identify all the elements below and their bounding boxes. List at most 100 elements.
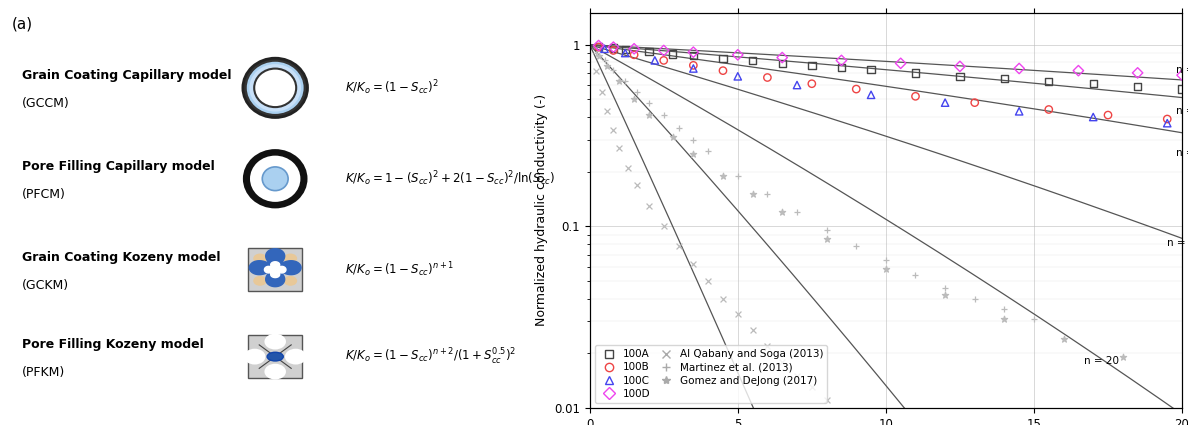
Point bbox=[627, 88, 646, 95]
Point bbox=[1099, 112, 1118, 119]
Point bbox=[788, 209, 807, 215]
Point bbox=[728, 73, 747, 80]
Point bbox=[604, 47, 623, 54]
Point bbox=[699, 147, 718, 154]
Point bbox=[994, 315, 1013, 322]
Point bbox=[663, 134, 682, 141]
Point bbox=[861, 91, 880, 98]
Point bbox=[604, 66, 623, 73]
Point bbox=[936, 99, 955, 106]
Text: (PFKM): (PFKM) bbox=[23, 366, 65, 379]
Point bbox=[1010, 65, 1029, 72]
Text: Pore Filling Kozeny model: Pore Filling Kozeny model bbox=[23, 338, 204, 351]
Point bbox=[906, 93, 925, 100]
Point bbox=[950, 63, 969, 70]
Legend: 100A, 100B, 100C, 100D, Al Qabany and Soga (2013), Martinez et al. (2013), Gomez: 100A, 100B, 100C, 100D, Al Qabany and So… bbox=[595, 345, 828, 403]
Point bbox=[639, 112, 658, 119]
Point bbox=[788, 82, 807, 88]
Point bbox=[1129, 83, 1148, 90]
Point bbox=[684, 49, 703, 56]
Text: (GCCM): (GCCM) bbox=[23, 97, 70, 110]
Point bbox=[758, 191, 777, 198]
Text: $K/K_o = (1 - S_{cc})^{n+2}/(1 + S_{cc}^{0.5})^2$: $K/K_o = (1 - S_{cc})^{n+2}/(1 + S_{cc}^… bbox=[346, 346, 517, 367]
Point bbox=[645, 57, 664, 64]
Point bbox=[589, 52, 608, 59]
Point bbox=[639, 99, 658, 106]
Point bbox=[655, 57, 674, 64]
Point bbox=[1158, 120, 1177, 127]
Point bbox=[684, 151, 703, 158]
Point bbox=[684, 52, 703, 59]
Text: n = 20: n = 20 bbox=[1085, 356, 1119, 366]
Point bbox=[714, 295, 733, 302]
Point bbox=[906, 272, 925, 278]
Text: n = 2: n = 2 bbox=[1176, 106, 1188, 116]
Ellipse shape bbox=[242, 58, 308, 117]
Point bbox=[832, 64, 851, 71]
Point bbox=[609, 144, 628, 151]
Point bbox=[847, 86, 866, 93]
Ellipse shape bbox=[285, 348, 307, 365]
Point bbox=[714, 55, 733, 62]
Point bbox=[655, 47, 674, 54]
Point bbox=[891, 60, 910, 67]
Ellipse shape bbox=[247, 62, 304, 114]
Point bbox=[598, 63, 617, 70]
Point bbox=[609, 78, 628, 85]
Point bbox=[1040, 106, 1059, 113]
Point bbox=[684, 62, 703, 69]
Point bbox=[615, 46, 634, 53]
Ellipse shape bbox=[253, 276, 266, 286]
Point bbox=[772, 209, 791, 215]
Point bbox=[847, 422, 866, 425]
Ellipse shape bbox=[267, 352, 283, 361]
Point bbox=[877, 257, 896, 264]
Text: Pore Filling Capillary model: Pore Filling Capillary model bbox=[23, 160, 215, 173]
Ellipse shape bbox=[284, 276, 297, 286]
Point bbox=[684, 261, 703, 267]
Point bbox=[936, 284, 955, 291]
Text: n = 1: n = 1 bbox=[1176, 65, 1188, 75]
Ellipse shape bbox=[265, 364, 286, 380]
Ellipse shape bbox=[253, 254, 266, 264]
Point bbox=[906, 69, 925, 76]
Text: Grain Coating Kozeny model: Grain Coating Kozeny model bbox=[23, 251, 221, 264]
Point bbox=[772, 60, 791, 67]
Ellipse shape bbox=[263, 167, 289, 190]
Point bbox=[994, 75, 1013, 82]
Point bbox=[861, 66, 880, 73]
Point bbox=[669, 243, 688, 249]
Point bbox=[1158, 116, 1177, 122]
Point bbox=[802, 384, 821, 391]
Point bbox=[1173, 72, 1188, 79]
Point bbox=[684, 65, 703, 72]
Point bbox=[598, 108, 617, 115]
Point bbox=[627, 181, 646, 188]
Point bbox=[758, 74, 777, 81]
Point bbox=[832, 57, 851, 64]
Point bbox=[1173, 86, 1188, 93]
Point bbox=[714, 172, 733, 179]
Point bbox=[619, 164, 638, 171]
Text: n = 10: n = 10 bbox=[1168, 238, 1188, 248]
Point bbox=[742, 57, 762, 64]
Point bbox=[663, 51, 682, 57]
Point bbox=[1054, 336, 1073, 343]
Point bbox=[802, 62, 821, 69]
Text: Grain Coating Capillary model: Grain Coating Capillary model bbox=[23, 70, 232, 82]
Point bbox=[604, 45, 623, 51]
Point bbox=[625, 96, 644, 103]
Text: (GCKM): (GCKM) bbox=[23, 279, 69, 292]
Point bbox=[832, 413, 851, 420]
Point bbox=[817, 227, 836, 234]
Y-axis label: Normalized hydraulic conductivity (-): Normalized hydraulic conductivity (-) bbox=[536, 94, 549, 326]
Point bbox=[965, 295, 984, 302]
Point bbox=[936, 292, 955, 298]
FancyBboxPatch shape bbox=[248, 335, 302, 378]
Text: $K/K_o = 1 - (S_{cc})^2 + 2(1 - S_{cc})^2 / \ln(S_{cc})$: $K/K_o = 1 - (S_{cc})^2 + 2(1 - S_{cc})^… bbox=[346, 170, 555, 188]
Ellipse shape bbox=[244, 348, 265, 365]
Point bbox=[714, 67, 733, 74]
Point bbox=[684, 136, 703, 143]
Point bbox=[877, 266, 896, 273]
Point bbox=[847, 243, 866, 249]
